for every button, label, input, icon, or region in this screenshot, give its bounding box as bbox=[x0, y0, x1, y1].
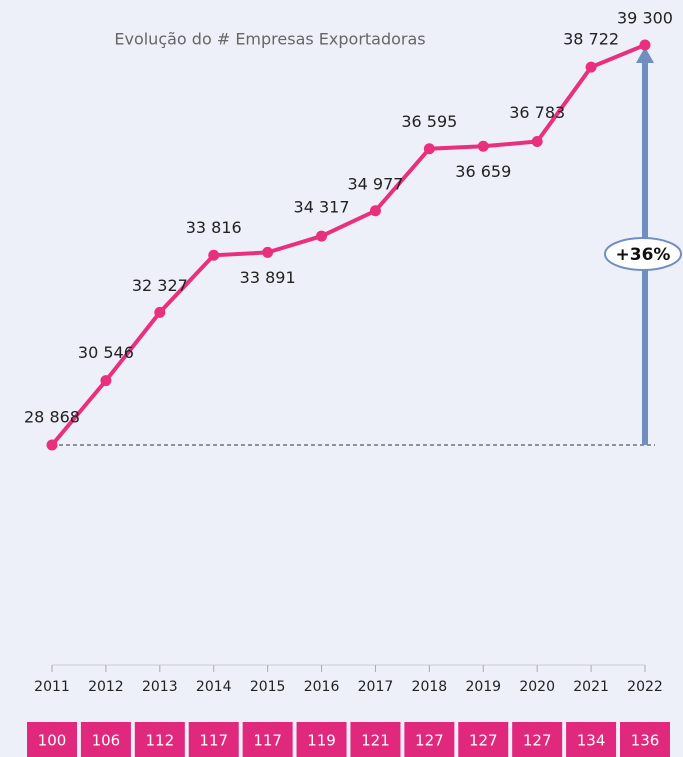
index-box bbox=[242, 722, 293, 757]
value-label: 33 816 bbox=[186, 218, 242, 237]
value-label: 33 891 bbox=[240, 268, 296, 287]
x-tick-label: 2014 bbox=[196, 679, 232, 695]
index-box bbox=[620, 722, 670, 757]
x-tick-label: 2017 bbox=[358, 679, 394, 695]
index-label: 127 bbox=[469, 732, 498, 750]
point bbox=[262, 246, 274, 258]
x-tick-label: 2013 bbox=[142, 679, 178, 695]
point bbox=[531, 136, 543, 148]
index-box bbox=[458, 722, 509, 757]
x-tick-label: 2015 bbox=[250, 679, 286, 695]
value-label: 34 317 bbox=[294, 198, 350, 217]
annotation-bubble bbox=[604, 237, 682, 271]
point bbox=[154, 306, 166, 318]
value-label: 34 977 bbox=[347, 174, 403, 193]
x-tick-label: 2019 bbox=[465, 679, 501, 695]
index-box bbox=[350, 722, 401, 757]
index-label: 112 bbox=[145, 732, 174, 750]
point bbox=[639, 39, 651, 51]
value-label: 36 595 bbox=[401, 112, 457, 131]
index-box bbox=[566, 722, 617, 757]
x-tick-label: 2011 bbox=[34, 679, 70, 695]
value-label: 39 300 bbox=[617, 9, 673, 28]
chart-title: Evolução do # Empresas Exportadoras bbox=[114, 30, 425, 49]
index-label: 106 bbox=[92, 732, 121, 750]
index-box bbox=[80, 722, 131, 757]
x-tick-label: 2021 bbox=[573, 679, 609, 695]
value-label: 36 783 bbox=[509, 103, 565, 122]
point bbox=[369, 205, 381, 217]
index-label: 117 bbox=[199, 732, 228, 750]
index-label: 117 bbox=[253, 732, 282, 750]
point bbox=[316, 230, 328, 242]
index-box bbox=[27, 722, 77, 757]
value-label: 36 659 bbox=[455, 162, 511, 181]
index-label: 127 bbox=[415, 732, 444, 750]
point bbox=[100, 375, 112, 387]
value-label: 28 868 bbox=[24, 408, 80, 427]
point bbox=[46, 439, 58, 451]
index-box bbox=[134, 722, 185, 757]
arrow-head bbox=[636, 47, 654, 63]
x-tick-label: 2018 bbox=[412, 679, 448, 695]
point bbox=[208, 249, 220, 261]
x-tick-label: 2020 bbox=[519, 679, 555, 695]
value-label: 32 327 bbox=[132, 276, 188, 295]
value-label: 30 546 bbox=[78, 343, 134, 362]
x-tick-label: 2016 bbox=[304, 679, 340, 695]
point bbox=[423, 143, 435, 155]
index-label: 121 bbox=[361, 732, 390, 750]
point bbox=[585, 61, 597, 73]
index-label: 134 bbox=[577, 732, 606, 750]
index-box bbox=[296, 722, 347, 757]
annotation: +36% bbox=[616, 245, 671, 265]
index-label: 136 bbox=[631, 732, 660, 750]
index-box bbox=[188, 722, 239, 757]
index-label: 119 bbox=[307, 732, 336, 750]
line bbox=[50, 43, 646, 447]
index-box bbox=[512, 722, 563, 757]
index-box bbox=[404, 722, 455, 757]
value-label: 38 722 bbox=[563, 30, 619, 49]
x-tick-label: 2022 bbox=[627, 679, 663, 695]
index-label: 100 bbox=[38, 732, 67, 750]
x-tick-label: 2012 bbox=[88, 679, 124, 695]
point bbox=[477, 140, 489, 152]
index-label: 127 bbox=[523, 732, 552, 750]
